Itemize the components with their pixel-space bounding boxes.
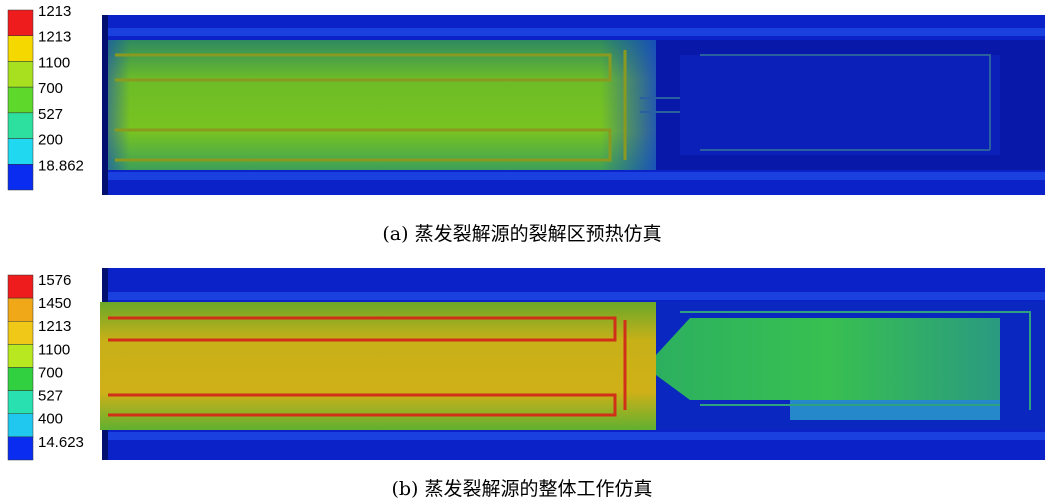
legend-label: 200 — [38, 132, 63, 149]
legend-swatch — [8, 275, 33, 298]
legend-swatch — [8, 391, 33, 414]
legend-label: 700 — [38, 364, 63, 381]
legend-swatch — [8, 368, 33, 391]
caption: (b) 蒸发裂解源的整体工作仿真 — [391, 478, 652, 500]
legend-swatch — [8, 113, 33, 139]
legend-swatch — [8, 437, 33, 460]
simulation-image-a — [102, 15, 1045, 195]
legend-label: 1100 — [38, 54, 70, 71]
legend-label: 1213 — [38, 318, 71, 335]
legend-label: 400 — [38, 411, 63, 428]
legend-swatch — [8, 321, 33, 344]
legend-label: 14.623 — [38, 434, 84, 451]
legend-label: 1450 — [38, 295, 71, 312]
legend-swatch — [8, 36, 33, 62]
legend-label: 18.862 — [38, 157, 84, 174]
legend-swatch — [8, 298, 33, 321]
legend-swatch — [8, 61, 33, 87]
legend-label: 1213 — [38, 29, 71, 46]
legend-swatch — [8, 414, 33, 437]
legend-label: 1576 — [38, 272, 71, 289]
legend-swatch — [8, 139, 33, 165]
legend-label: 700 — [38, 80, 63, 97]
simulation-image-b — [100, 268, 1045, 460]
caption: (a) 蒸发裂解源的裂解区预热仿真 — [382, 223, 661, 245]
legend-label: 527 — [38, 106, 63, 123]
legend-label: 1100 — [38, 341, 70, 358]
legend-swatch — [8, 87, 33, 113]
legend-swatch — [8, 10, 33, 36]
legend-label: 527 — [38, 388, 63, 405]
legend-swatch — [8, 164, 33, 190]
legend-swatch — [8, 344, 33, 367]
legend-label: 1213 — [38, 3, 71, 20]
figure: (a) 蒸发裂解源的裂解区预热仿真 (b) 蒸发裂解源的整体工作仿真 1213 1… — [0, 0, 1045, 503]
